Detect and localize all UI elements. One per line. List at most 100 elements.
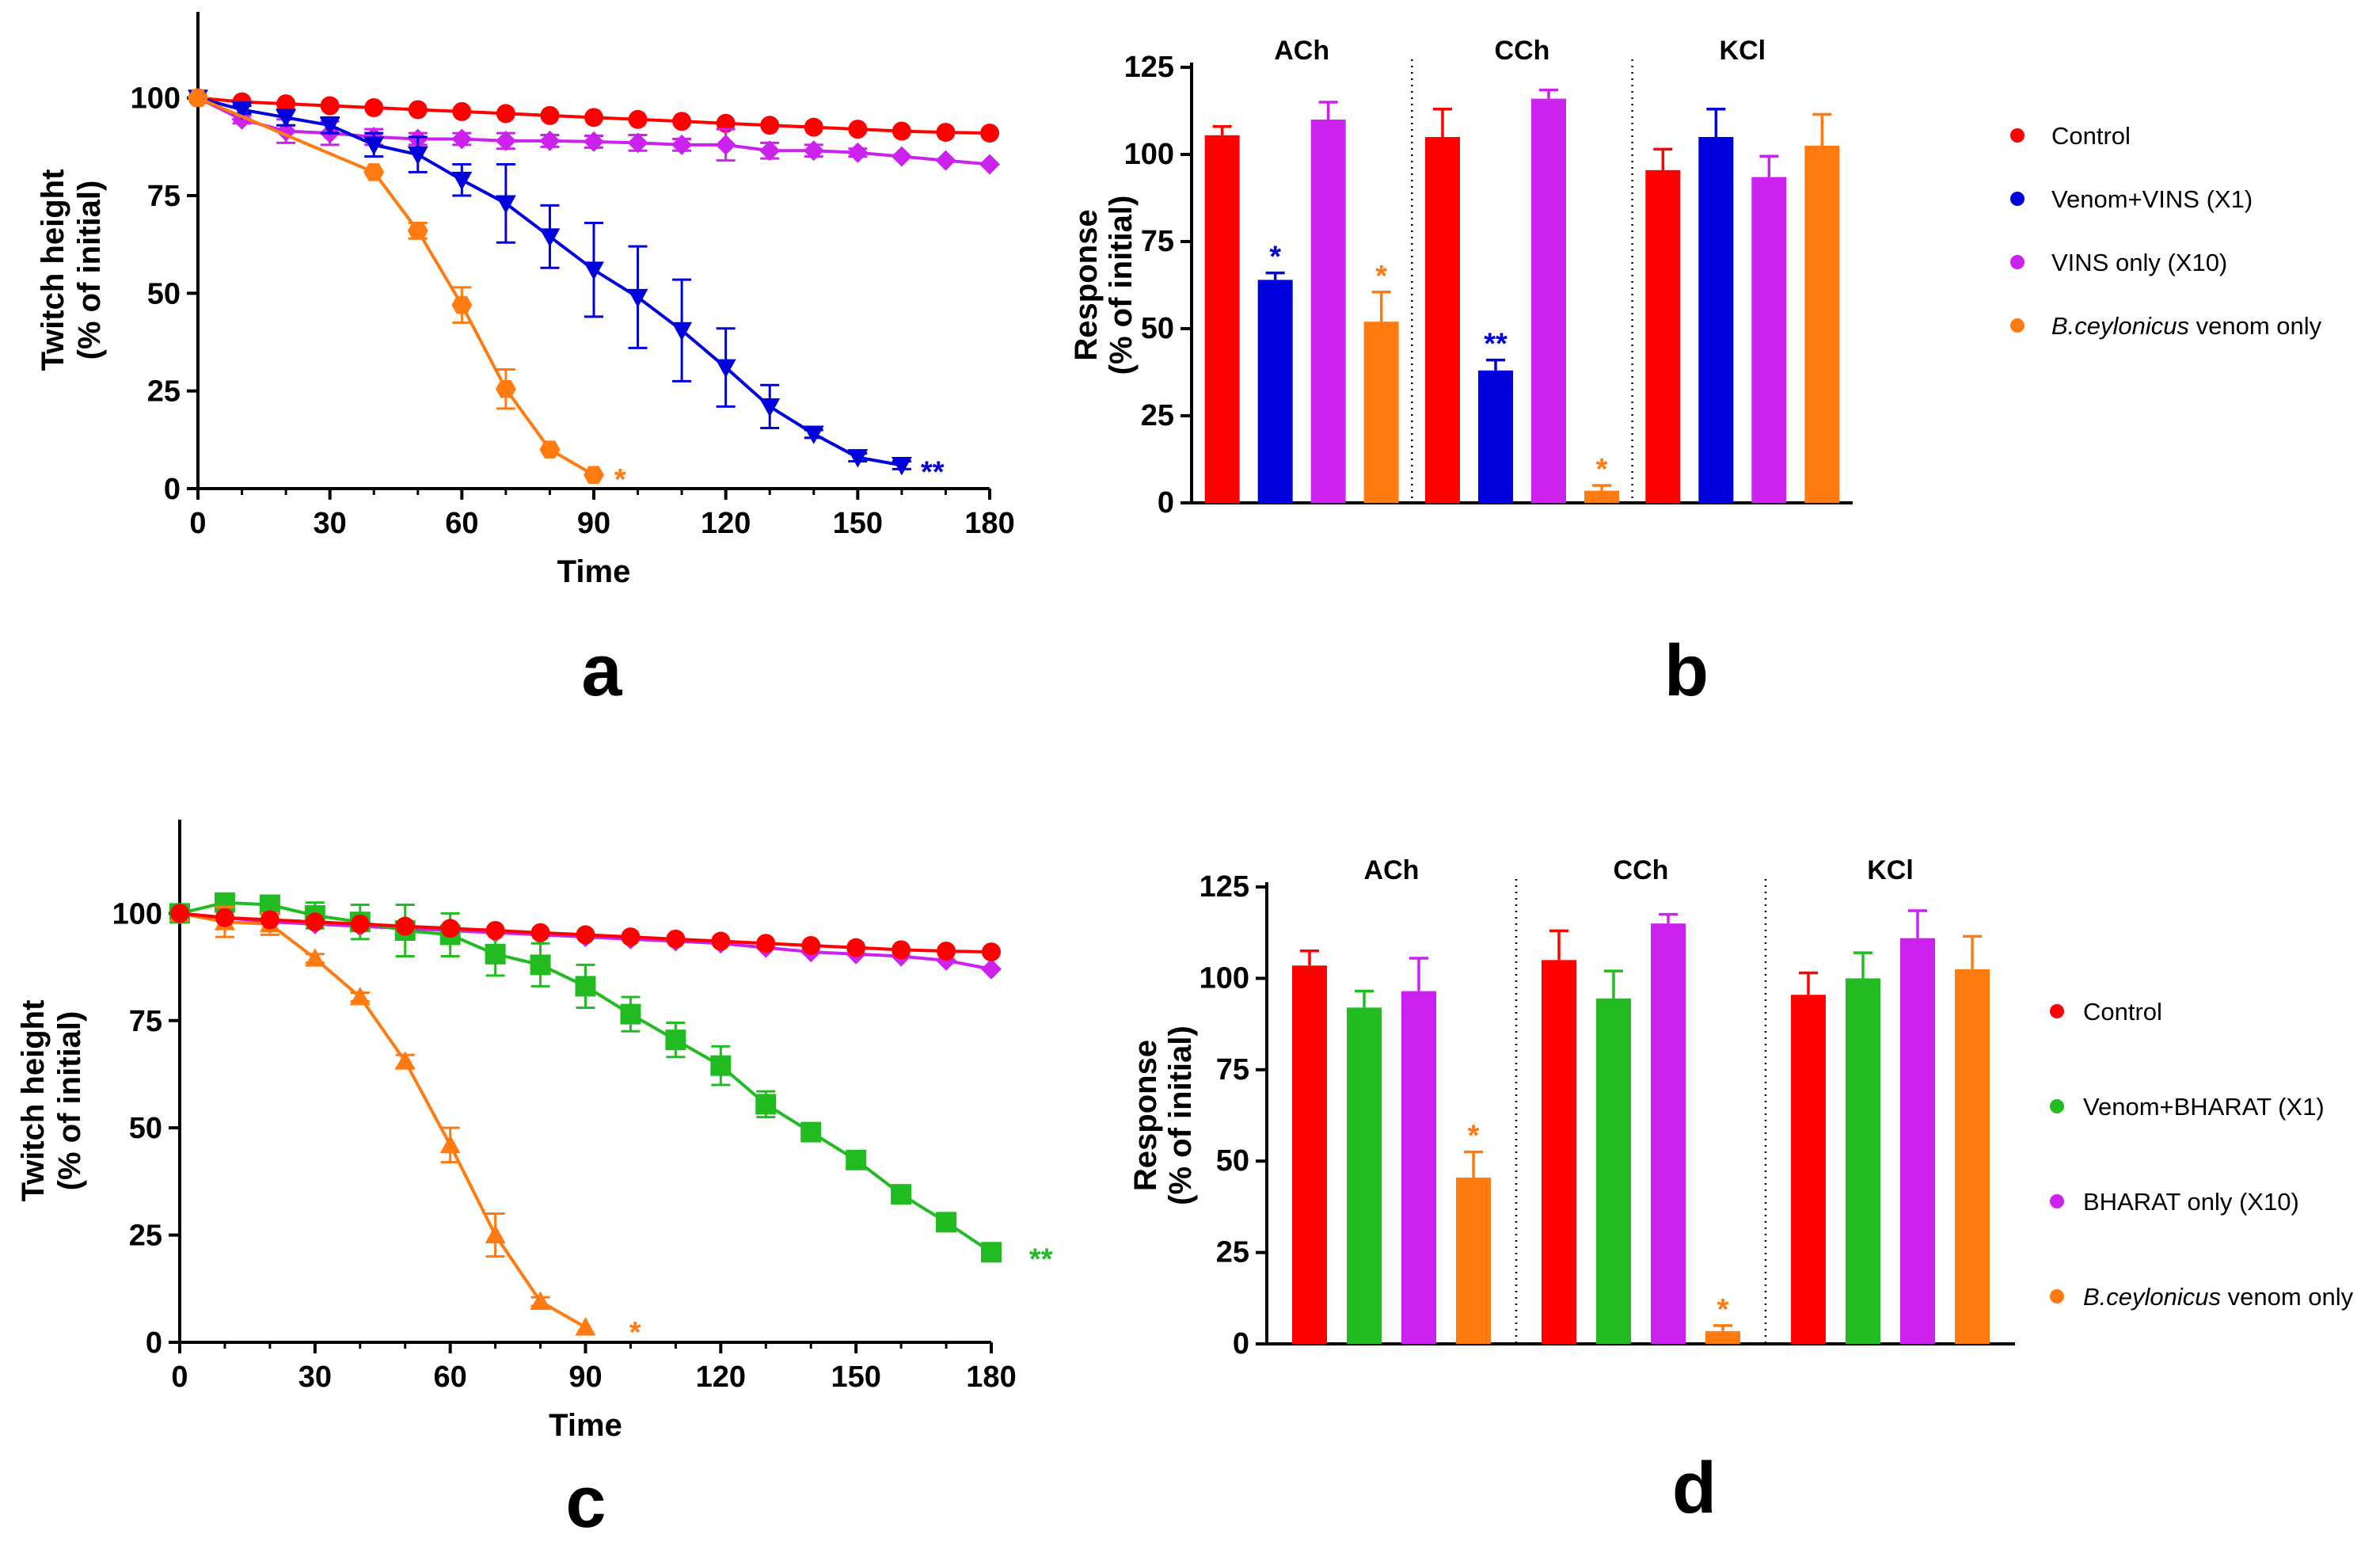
legend-label: Venom+BHARAT (X1) bbox=[2083, 1093, 2325, 1121]
data-point bbox=[620, 1003, 641, 1025]
x-tick-label: 0 bbox=[171, 1361, 188, 1394]
data-point bbox=[847, 142, 869, 163]
data-point bbox=[846, 1149, 867, 1170]
panel-d-bar-chart: 0 25 50 75 100 125 Response (% of initial) ACh * C… bbox=[1128, 855, 2354, 1361]
y-tick-label: 125 bbox=[1200, 870, 1249, 904]
data-point bbox=[539, 228, 561, 247]
data-point bbox=[621, 927, 641, 947]
bar bbox=[1425, 137, 1460, 503]
y-axis-title-line1: Twitch height bbox=[16, 1000, 51, 1202]
bar bbox=[1791, 995, 1826, 1344]
bar bbox=[1584, 490, 1619, 503]
data-point bbox=[891, 1184, 912, 1205]
x-tick-label: 30 bbox=[314, 507, 347, 540]
x-tick-label: 90 bbox=[568, 1361, 602, 1394]
data-point bbox=[364, 98, 384, 117]
bar bbox=[1310, 120, 1346, 503]
data-point bbox=[305, 912, 325, 932]
data-point bbox=[408, 100, 428, 120]
y-tick-label: 100 bbox=[131, 82, 181, 116]
legend-label-text: Control bbox=[2051, 122, 2131, 150]
data-point bbox=[496, 104, 515, 124]
data-point bbox=[627, 132, 648, 154]
y-tick-label: 75 bbox=[147, 180, 181, 213]
data-point bbox=[800, 1121, 822, 1143]
legend-marker bbox=[2050, 1099, 2064, 1113]
legend-marker bbox=[2050, 1194, 2064, 1208]
data-point bbox=[804, 117, 823, 137]
series-b-ceylonicus-venom-only bbox=[188, 89, 604, 484]
bar bbox=[1257, 280, 1293, 503]
x-axis-title: Time bbox=[549, 1408, 622, 1443]
data-point bbox=[584, 261, 604, 280]
group-label-kcl: KCl bbox=[1720, 36, 1766, 66]
y-tick-label: 0 bbox=[164, 473, 181, 506]
series-line bbox=[197, 96, 595, 477]
data-point bbox=[755, 1094, 777, 1115]
panel-label-c: c bbox=[565, 1462, 606, 1543]
y-tick-label: 100 bbox=[1200, 961, 1249, 995]
bar bbox=[1542, 960, 1576, 1344]
group-label-cch: CCh bbox=[1614, 855, 1669, 885]
y-tick-label: 0 bbox=[1158, 486, 1174, 520]
panel-label-b: b bbox=[1664, 630, 1709, 711]
x-tick-label: 180 bbox=[966, 1361, 1016, 1394]
data-point bbox=[540, 105, 560, 125]
bar bbox=[1645, 169, 1681, 504]
data-point bbox=[260, 910, 279, 930]
y-tick-label: 75 bbox=[129, 1005, 162, 1038]
data-point bbox=[363, 163, 385, 181]
bar bbox=[1955, 969, 1990, 1344]
data-point bbox=[848, 120, 868, 139]
data-point bbox=[665, 1029, 686, 1051]
y-tick-label: 100 bbox=[112, 897, 162, 931]
data-point bbox=[495, 195, 516, 214]
legend-marker bbox=[2050, 1004, 2064, 1018]
panel-label-a: a bbox=[581, 630, 622, 711]
panel-label-d: d bbox=[1672, 1448, 1717, 1528]
significance-star: * bbox=[629, 1316, 641, 1349]
data-point bbox=[231, 101, 253, 120]
x-axis-title: Time bbox=[557, 554, 631, 589]
y-tick-label: 25 bbox=[1141, 399, 1174, 432]
bar bbox=[1651, 923, 1686, 1344]
significance-star: * bbox=[614, 463, 626, 497]
legend-marker bbox=[2010, 255, 2025, 269]
data-point bbox=[803, 140, 824, 162]
data-point bbox=[215, 908, 234, 927]
x-tick-label: 60 bbox=[445, 507, 478, 540]
x-tick-label: 180 bbox=[964, 507, 1014, 540]
bar bbox=[1292, 965, 1327, 1344]
data-point bbox=[319, 116, 340, 136]
data-point bbox=[539, 440, 561, 459]
legend-label: Control bbox=[2051, 122, 2131, 150]
y-tick-label: 50 bbox=[147, 277, 181, 310]
data-point bbox=[363, 136, 385, 155]
y-axis-title-line2: (% of initial) bbox=[1104, 196, 1139, 375]
significance-star: * bbox=[1717, 1293, 1729, 1326]
legend-label-text: venom only bbox=[2189, 312, 2322, 340]
group-label-kcl: KCl bbox=[1867, 855, 1914, 885]
bar bbox=[1456, 1177, 1491, 1344]
data-point bbox=[575, 1317, 596, 1336]
data-point bbox=[936, 123, 956, 143]
x-tick-label: 30 bbox=[298, 1361, 332, 1394]
data-point bbox=[892, 940, 911, 960]
y-tick-label: 0 bbox=[146, 1326, 162, 1360]
bar bbox=[1363, 322, 1399, 503]
data-point bbox=[304, 948, 325, 967]
bar bbox=[1204, 135, 1240, 504]
legend-label-text: venom only bbox=[2221, 1283, 2354, 1311]
y-tick-label: 25 bbox=[129, 1220, 162, 1253]
data-point bbox=[395, 916, 415, 936]
data-point bbox=[979, 154, 1000, 175]
bar bbox=[1804, 146, 1840, 503]
data-point bbox=[170, 904, 189, 923]
x-tick-label: 150 bbox=[831, 1361, 880, 1394]
data-point bbox=[320, 96, 340, 116]
data-point bbox=[672, 112, 692, 131]
legend-label: BHARAT only (X10) bbox=[2083, 1188, 2299, 1216]
data-point bbox=[935, 150, 956, 171]
data-point bbox=[891, 457, 912, 476]
significance-star: ** bbox=[1484, 328, 1507, 361]
